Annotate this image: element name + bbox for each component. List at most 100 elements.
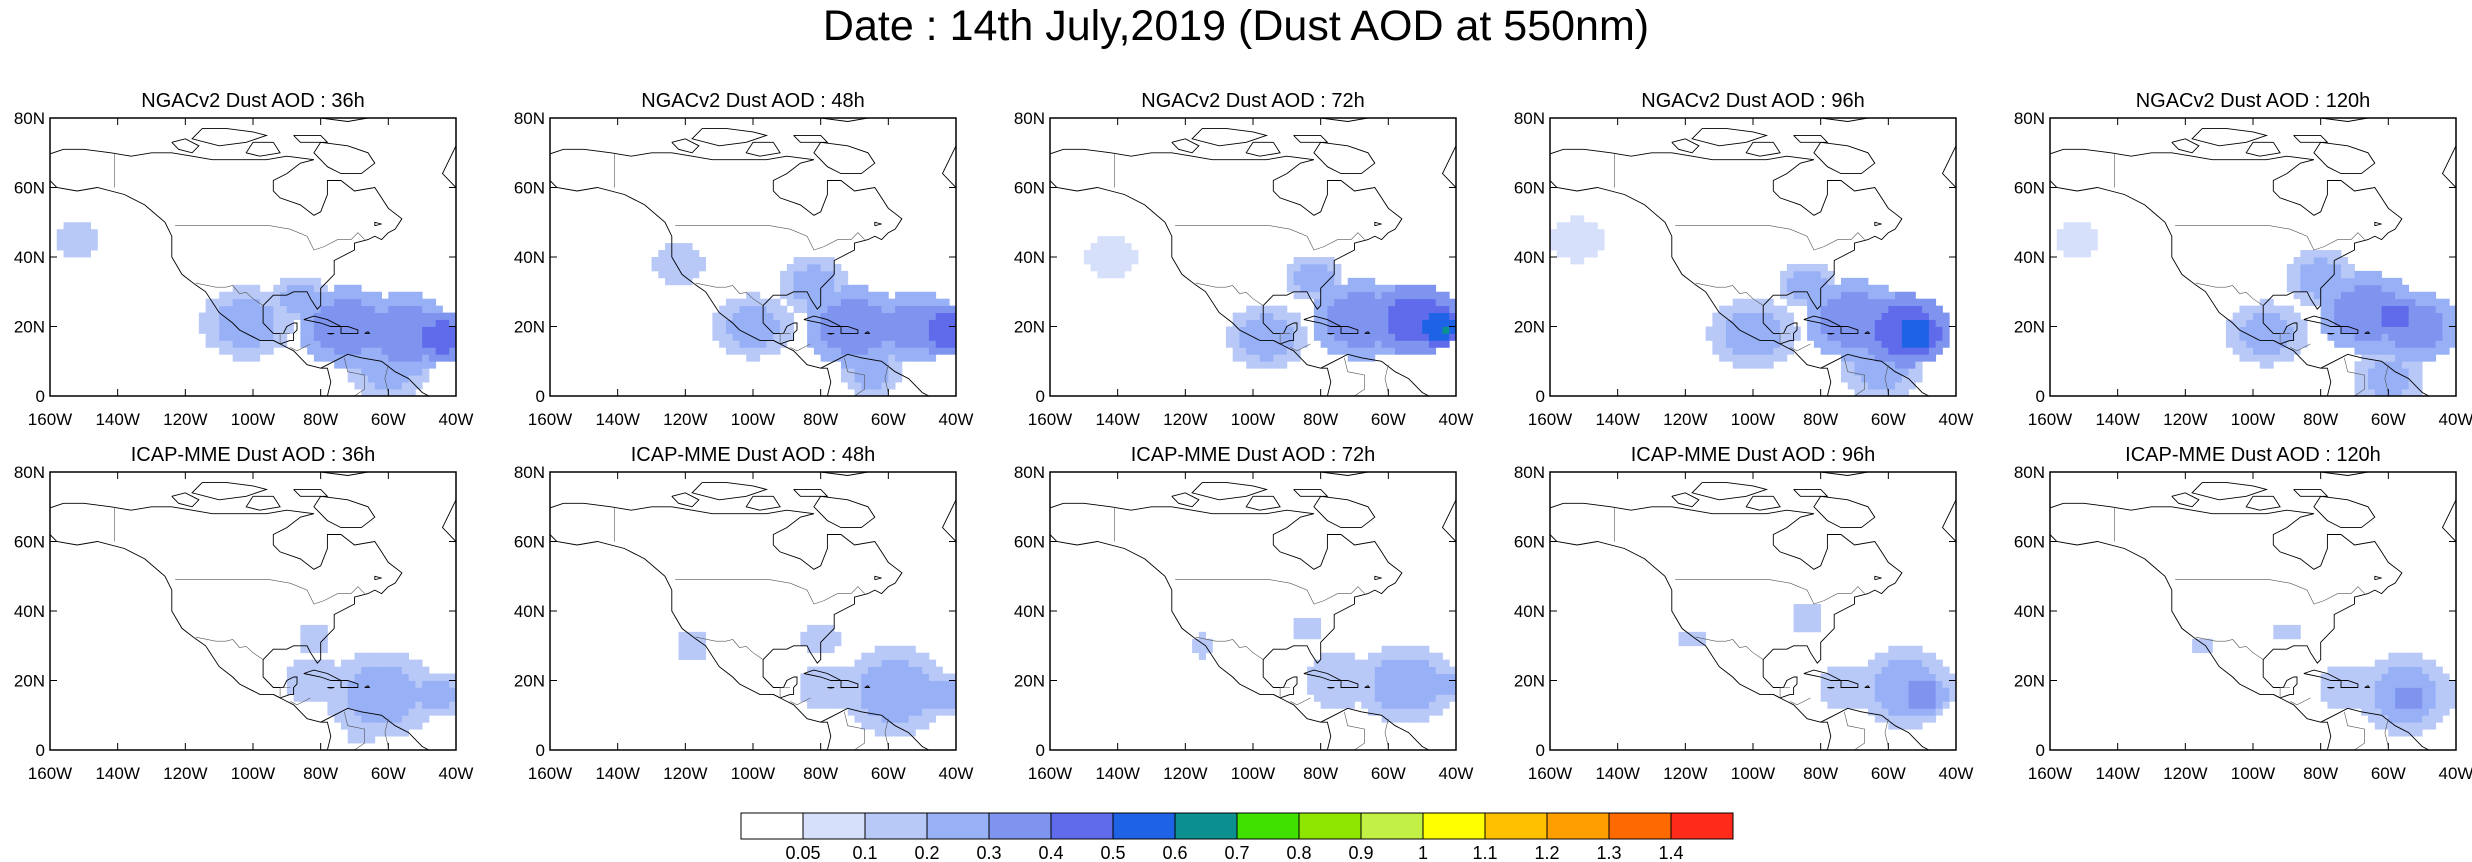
coastline [2441,118,2456,188]
aod-cell [840,368,849,376]
aod-cell [901,666,910,674]
aod-cell [1307,263,1315,272]
aod-cell [2401,708,2410,716]
aod-cell [313,284,322,293]
aod-cell [2300,333,2308,341]
aod-cell [2286,340,2294,348]
aod-cell [1895,354,1903,362]
colorbar-swatch [988,812,1052,840]
aod-cell [807,645,815,654]
aod-cell [895,722,903,730]
aod-cell [807,319,815,327]
aod-cell [1368,701,1376,709]
aod-cell [1232,333,1240,341]
aod-cell [1753,347,1761,355]
aod-cell [746,305,754,313]
coastline [2327,687,2335,689]
aod-cell [354,382,362,390]
dust-field [1083,236,1456,369]
colorbar-swatch [1236,812,1300,840]
aod-cell [2320,687,2328,695]
aod-cell [1334,333,1342,341]
aod-cell [2361,368,2369,376]
aod-cell [1935,659,1943,667]
aod-cell [908,701,916,709]
aod-cell [1942,673,1950,681]
aod-cell [1942,687,1950,695]
aod-cell [2259,340,2267,348]
aod-cell [2334,250,2342,258]
aod-cell [807,291,815,300]
aod-cell [1888,694,1896,702]
aod-cell [1793,604,1801,612]
aod-cell [1415,659,1423,667]
border-line [779,687,791,698]
aod-cell [2280,312,2288,320]
aod-cell [334,284,342,293]
aod-cell [1368,652,1376,661]
aod-cell [2334,694,2342,702]
aod-cell [1854,666,1862,674]
aod-cell [2056,243,2064,251]
aod-cell [901,326,910,334]
aod-cell [2354,291,2362,300]
aod-cell [915,340,923,348]
aod-cell [895,694,903,702]
aod-cell [1847,347,1855,355]
aod-cell [2340,298,2349,307]
aod-cell [1327,319,1335,327]
aod-cell [232,305,240,313]
aod-cell [1374,305,1382,313]
aod-cell [2334,270,2342,279]
aod-cell [1928,666,1937,674]
aod-cell [2395,312,2403,320]
y-tick-label: 60N [1014,179,1045,198]
x-tick-label: 60W [371,410,406,429]
aod-cell [692,257,700,265]
aod-cell [834,687,842,695]
aod-cell [2273,319,2281,327]
aod-cell [1868,666,1876,674]
aod-cell [1834,305,1842,313]
aod-cell [408,333,416,341]
aod-cell [766,319,774,327]
aod-cell [2280,354,2288,362]
aod-cell [2327,263,2335,272]
aod-cell [2347,687,2355,695]
aod-cell [2239,319,2247,327]
aod-cell [1401,694,1410,702]
aod-cell [388,701,396,709]
aod-cell [2381,673,2389,681]
aod-cell [1266,340,1274,348]
aod-cell [793,291,801,300]
aod-cell [1840,694,1849,702]
aod-cell [2334,312,2342,320]
aod-cell [2354,319,2362,327]
aod-cell [2388,298,2396,307]
coastline [840,326,859,334]
aod-cell [732,319,740,327]
coastline [1327,687,1335,689]
aod-cell [1110,243,1119,251]
aod-cell [280,277,288,286]
aod-cell [2334,673,2342,681]
aod-cell [253,291,261,300]
aod-cell [422,687,430,695]
coastline [280,118,369,122]
aod-cell [2415,687,2423,695]
aod-cell [320,645,328,654]
aod-cell [2415,326,2423,334]
aod-cell [868,687,876,695]
aod-cell [361,715,369,723]
aod-cell [874,326,882,334]
aod-cell [1888,680,1896,688]
aod-cell [374,326,382,334]
aod-cell [1334,340,1342,348]
aod-cell [908,340,916,348]
aod-cell [786,263,794,272]
aod-cell [2266,340,2274,348]
aod-cell [840,680,849,688]
coastline [293,488,329,497]
aod-cell [1712,347,1720,355]
aod-cell [1895,361,1903,369]
